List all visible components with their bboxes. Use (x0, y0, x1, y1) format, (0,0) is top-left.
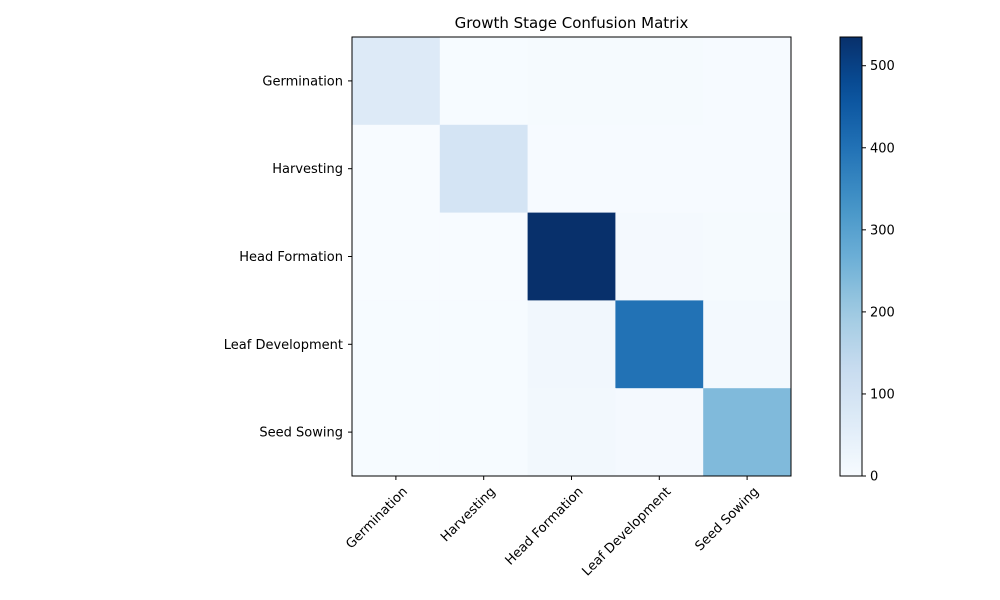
x-tick-label: Head Formation (503, 484, 587, 568)
heatmap-cell (527, 124, 616, 214)
heatmap-cell (439, 124, 529, 214)
y-tick-label: Seed Sowing (259, 426, 343, 441)
heatmap-cell (352, 124, 441, 214)
x-tick-label: Harvesting (438, 484, 499, 545)
heatmap-cell (615, 212, 704, 301)
heatmap-cell (352, 388, 441, 477)
colorbar-tick-label: 0 (870, 470, 878, 485)
y-tick-label: Head Formation (239, 250, 343, 265)
heatmap-cell (703, 212, 792, 301)
heatmap-cell (352, 212, 441, 301)
heatmap-cell (527, 300, 616, 389)
heatmap-cell (527, 37, 616, 126)
heatmap-cell (615, 37, 704, 126)
heatmap-cell (703, 300, 792, 389)
heatmap-cell (703, 388, 792, 477)
y-tick-label: Germination (262, 74, 343, 89)
heatmap-cell (615, 300, 704, 389)
heatmap-cell (439, 300, 529, 389)
x-tick-label: Seed Sowing (692, 484, 762, 554)
colorbar-tick-label: 500 (870, 59, 895, 74)
heatmap-cells (352, 37, 792, 477)
colorbar (839, 36, 863, 477)
x-tick-label: Leaf Development (579, 484, 674, 579)
colorbar-tick-label: 300 (870, 223, 895, 238)
heatmap-cell (439, 37, 529, 126)
colorbar-ticks: 0 100 200 300 400 500 (862, 59, 895, 485)
y-tick-label: Harvesting (272, 162, 343, 177)
heatmap-cell (527, 388, 616, 477)
x-tick-label: Germination (343, 484, 411, 552)
heatmap-cell (527, 212, 616, 301)
colorbar-tick-label: 100 (870, 387, 895, 402)
heatmap-cell (352, 300, 441, 389)
heatmap-cell (703, 124, 792, 214)
heatmap-cell (703, 37, 792, 126)
y-axis: Germination Harvesting Head Formation Leaf … (224, 74, 352, 441)
heatmap-cell (439, 388, 529, 477)
heatmap-cell (615, 124, 704, 214)
y-tick-label: Leaf Development (224, 338, 343, 353)
x-axis: Germination Harvesting Head FormationLeaf … (343, 476, 762, 579)
colorbar-tick-label: 200 (870, 305, 895, 320)
chart-title: Growth Stage Confusion Matrix (455, 14, 689, 32)
heatmap-cell (352, 37, 441, 126)
colorbar-tick-label: 400 (870, 141, 895, 156)
heatmap-cell (439, 212, 529, 301)
heatmap-cell (615, 388, 704, 477)
